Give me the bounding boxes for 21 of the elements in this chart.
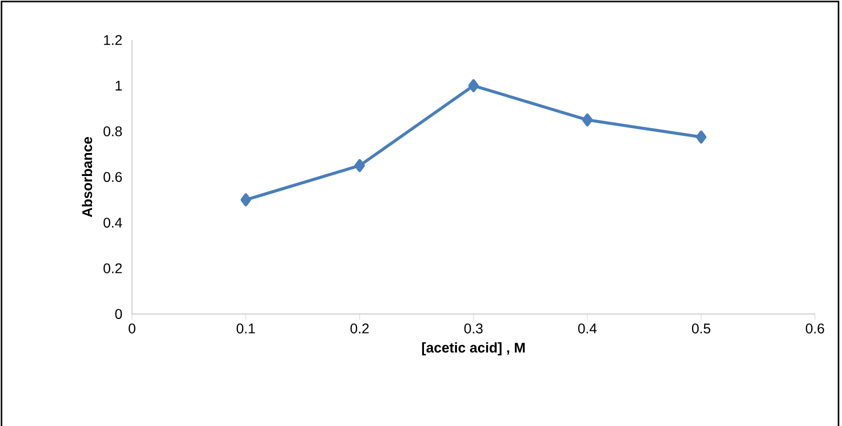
- point: [240, 193, 252, 206]
- x-tick-label: 0.5: [692, 324, 710, 334]
- y-tick-label: 0: [115, 309, 122, 319]
- x-tick-label: 0.6: [806, 324, 824, 334]
- y-tick-label: 0.6: [104, 172, 122, 182]
- point: [582, 113, 593, 126]
- y-tick-label: 1: [116, 80, 122, 90]
- y-tick-label: 1.2: [104, 35, 122, 45]
- x-tick-label: 0: [128, 324, 136, 334]
- point: [468, 79, 479, 92]
- point: [354, 159, 365, 172]
- y-tick-label: 0.4: [104, 218, 122, 228]
- x-tick-label: 0.4: [578, 324, 597, 334]
- y-tick-label: 0.2: [104, 263, 122, 274]
- y-axis-title: Absorbance: [82, 137, 92, 218]
- point: [696, 130, 706, 144]
- y-tick-label: 0.8: [104, 126, 122, 136]
- x-tick-label: 0.2: [350, 324, 369, 334]
- x-axis-title: [acetic acid] , M: [422, 342, 525, 356]
- x-tick-label: 0.3: [464, 324, 483, 334]
- x-tick-label: 0.1: [236, 324, 255, 334]
